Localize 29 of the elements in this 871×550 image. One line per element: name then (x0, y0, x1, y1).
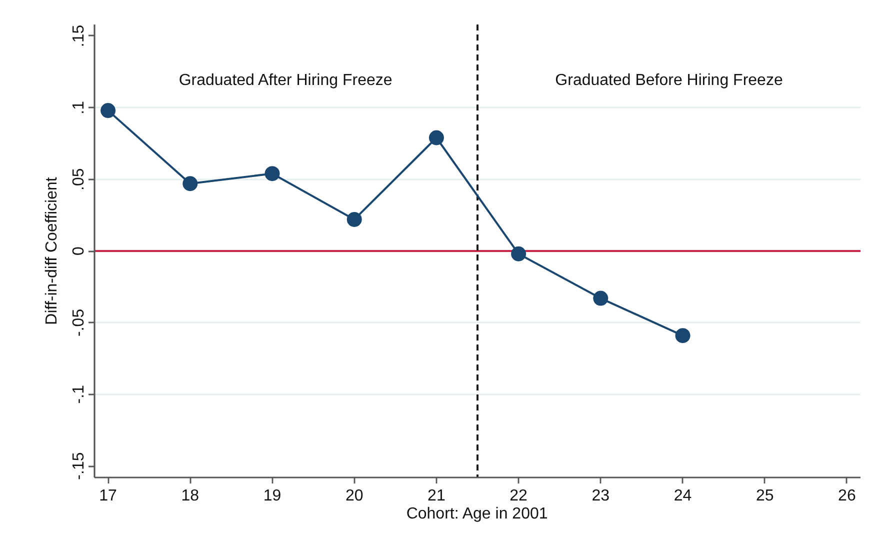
point (346, 212, 362, 227)
point (428, 130, 444, 146)
x-tick-label: 17 (99, 488, 118, 504)
y-tick-label: .05 (70, 168, 88, 190)
x-tick-label: 18 (181, 488, 200, 504)
y-tick-label: -.15 (70, 452, 88, 480)
annotation: Graduated After Hiring Freeze (178, 72, 392, 90)
x-tick-label: 23 (592, 488, 610, 504)
y-tick-label: 0 (70, 246, 88, 256)
y-tick-label: -.05 (70, 308, 88, 336)
x-tick-label: 20 (345, 488, 364, 504)
x-tick-label: 19 (263, 488, 282, 504)
point (593, 290, 608, 306)
point (182, 176, 198, 192)
point (675, 328, 690, 344)
point (511, 246, 526, 262)
x-axis-title: Cohort: Age in 2001 (406, 506, 548, 522)
x-tick-label: 25 (756, 488, 774, 504)
point (100, 103, 116, 118)
point (264, 166, 280, 182)
x-tick-label: 22 (510, 488, 528, 504)
annotation: Graduated Before Hiring Freeze (555, 72, 783, 90)
y-tick-label: .15 (70, 24, 88, 48)
y-axis-title: Diff-in-diff Coefficient (44, 176, 60, 325)
x-tick-label: 24 (674, 488, 692, 504)
x-tick-label: 26 (838, 488, 856, 504)
y-tick-label: .1 (70, 100, 88, 114)
x-tick-label: 21 (428, 488, 446, 504)
y-tick-label: -.1 (70, 384, 88, 404)
